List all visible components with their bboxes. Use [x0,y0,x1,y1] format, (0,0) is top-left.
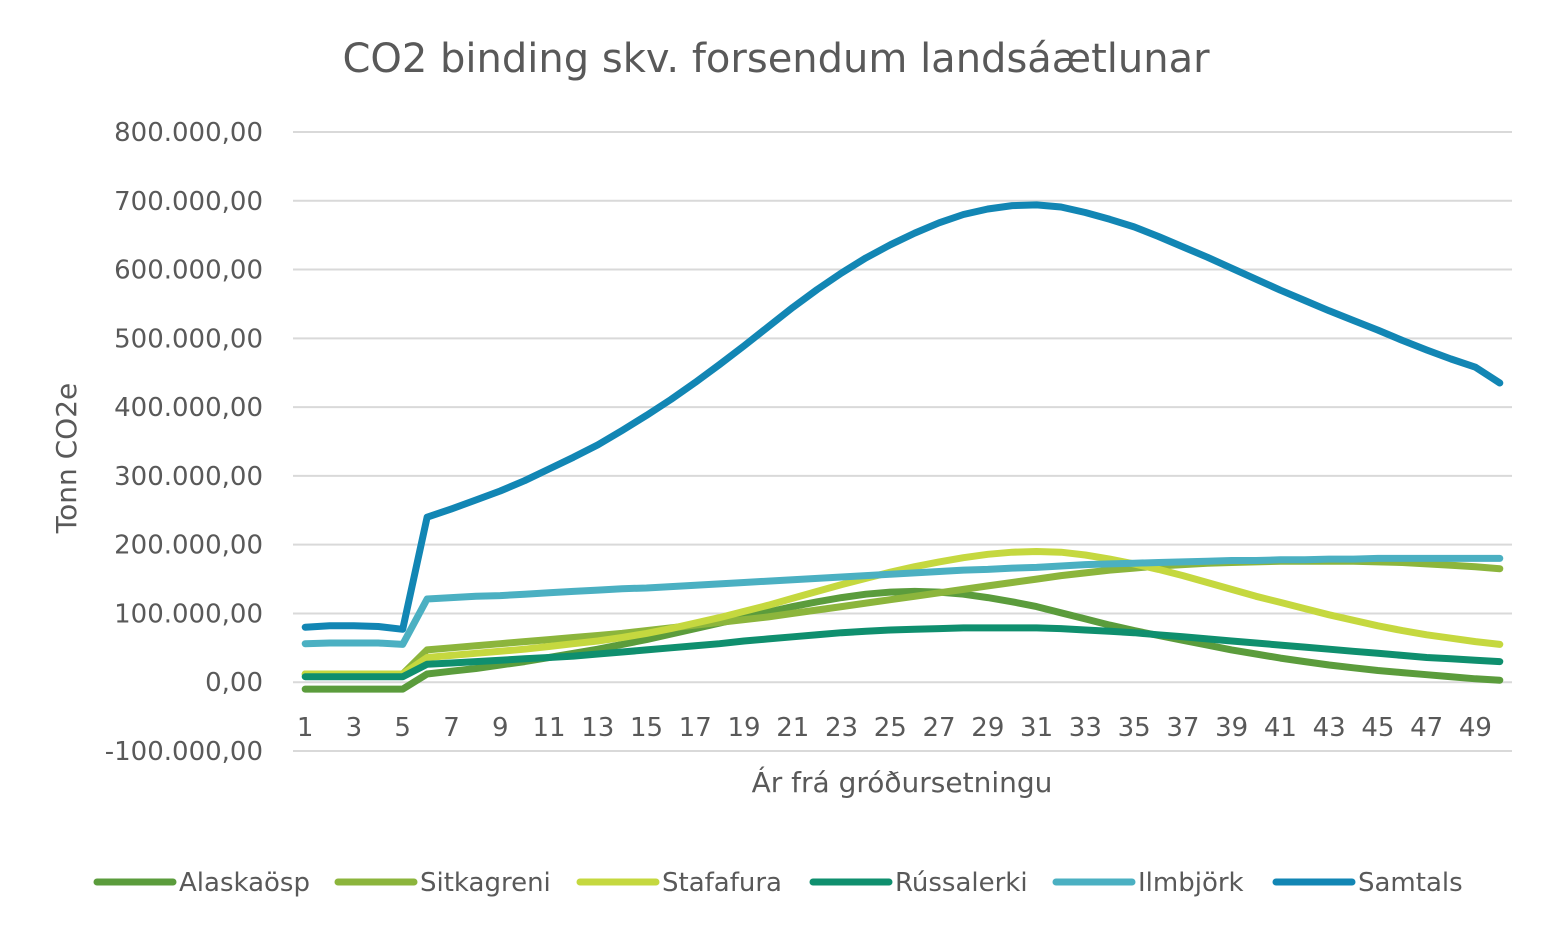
x-tick-label: 5 [394,713,411,743]
chart-title: CO2 binding skv. forsendum landsáætlunar [342,36,1210,82]
y-tick-label: 0,00 [205,668,263,698]
x-tick-label: 17 [679,713,712,743]
series-line-ru-ssalerki [301,624,1504,681]
y-tick-label: 500.000,00 [114,324,263,354]
y-tick-label: 700.000,00 [114,187,263,217]
x-tick-label: 9 [492,713,509,743]
x-tick-label: 3 [346,713,363,743]
y-tick-label: 400.000,00 [114,393,263,423]
y-tick-label: 600.000,00 [114,256,263,286]
x-tick-label: 15 [630,713,663,743]
y-tick-label: -100.000,00 [105,737,263,767]
x-tick-label: 29 [971,713,1004,743]
x-tick-label: 31 [1020,713,1053,743]
x-tick-label: 27 [923,713,956,743]
y-axis-ticks: 800.000,00 700.000,00 600.000,00 500.000,00… [105,118,263,767]
x-tick-label: 33 [1069,713,1102,743]
gridlines [293,131,1512,752]
legend-label: Sitkagreni [420,868,551,898]
x-tick-label: 19 [727,713,760,743]
legend-label: Alaskaösp [179,868,310,898]
series-line-stafafura [301,548,1504,678]
x-tick-label: 41 [1264,713,1297,743]
legend: Alaskaösp Sitkagreni Stafafura Rússalerki Il… [93,868,1463,898]
x-tick-label: 45 [1361,713,1394,743]
series-line-alaskao-sp [301,587,1504,693]
x-tick-label: 37 [1166,713,1199,743]
x-axis-title: Ár frá gróðursetningu [752,765,1053,799]
legend-label: Stafafura [662,868,782,898]
x-tick-label: 21 [776,713,809,743]
series-line-samtals [301,201,1504,633]
series-lines [301,201,1504,693]
x-tick-label: 49 [1459,713,1492,743]
y-tick-label: 300.000,00 [114,462,263,492]
legend-label: Rússalerki [895,868,1028,898]
y-axis-title: Tonn CO2e [50,383,83,535]
legend-label: Ilmbjörk [1138,868,1244,898]
y-tick-label: 100.000,00 [114,599,263,629]
series-line-ilmbjo-rk [301,554,1504,648]
y-tick-label: 200.000,00 [114,531,263,561]
x-tick-label: 25 [874,713,907,743]
x-axis-ticks: 1 3 5 7 9 11 13 15 17 19 21 23 25 27 29 31 33 35 37 39 41 43 4… [297,713,1492,743]
x-tick-label: 23 [825,713,858,743]
x-tick-label: 13 [581,713,614,743]
x-tick-label: 35 [1118,713,1151,743]
x-tick-label: 47 [1410,713,1443,743]
x-tick-label: 7 [443,713,460,743]
x-tick-label: 43 [1313,713,1346,743]
x-tick-label: 1 [297,713,314,743]
x-tick-label: 11 [532,713,565,743]
x-tick-label: 39 [1215,713,1248,743]
y-tick-label: 800.000,00 [114,118,263,148]
legend-label: Samtals [1358,868,1463,898]
